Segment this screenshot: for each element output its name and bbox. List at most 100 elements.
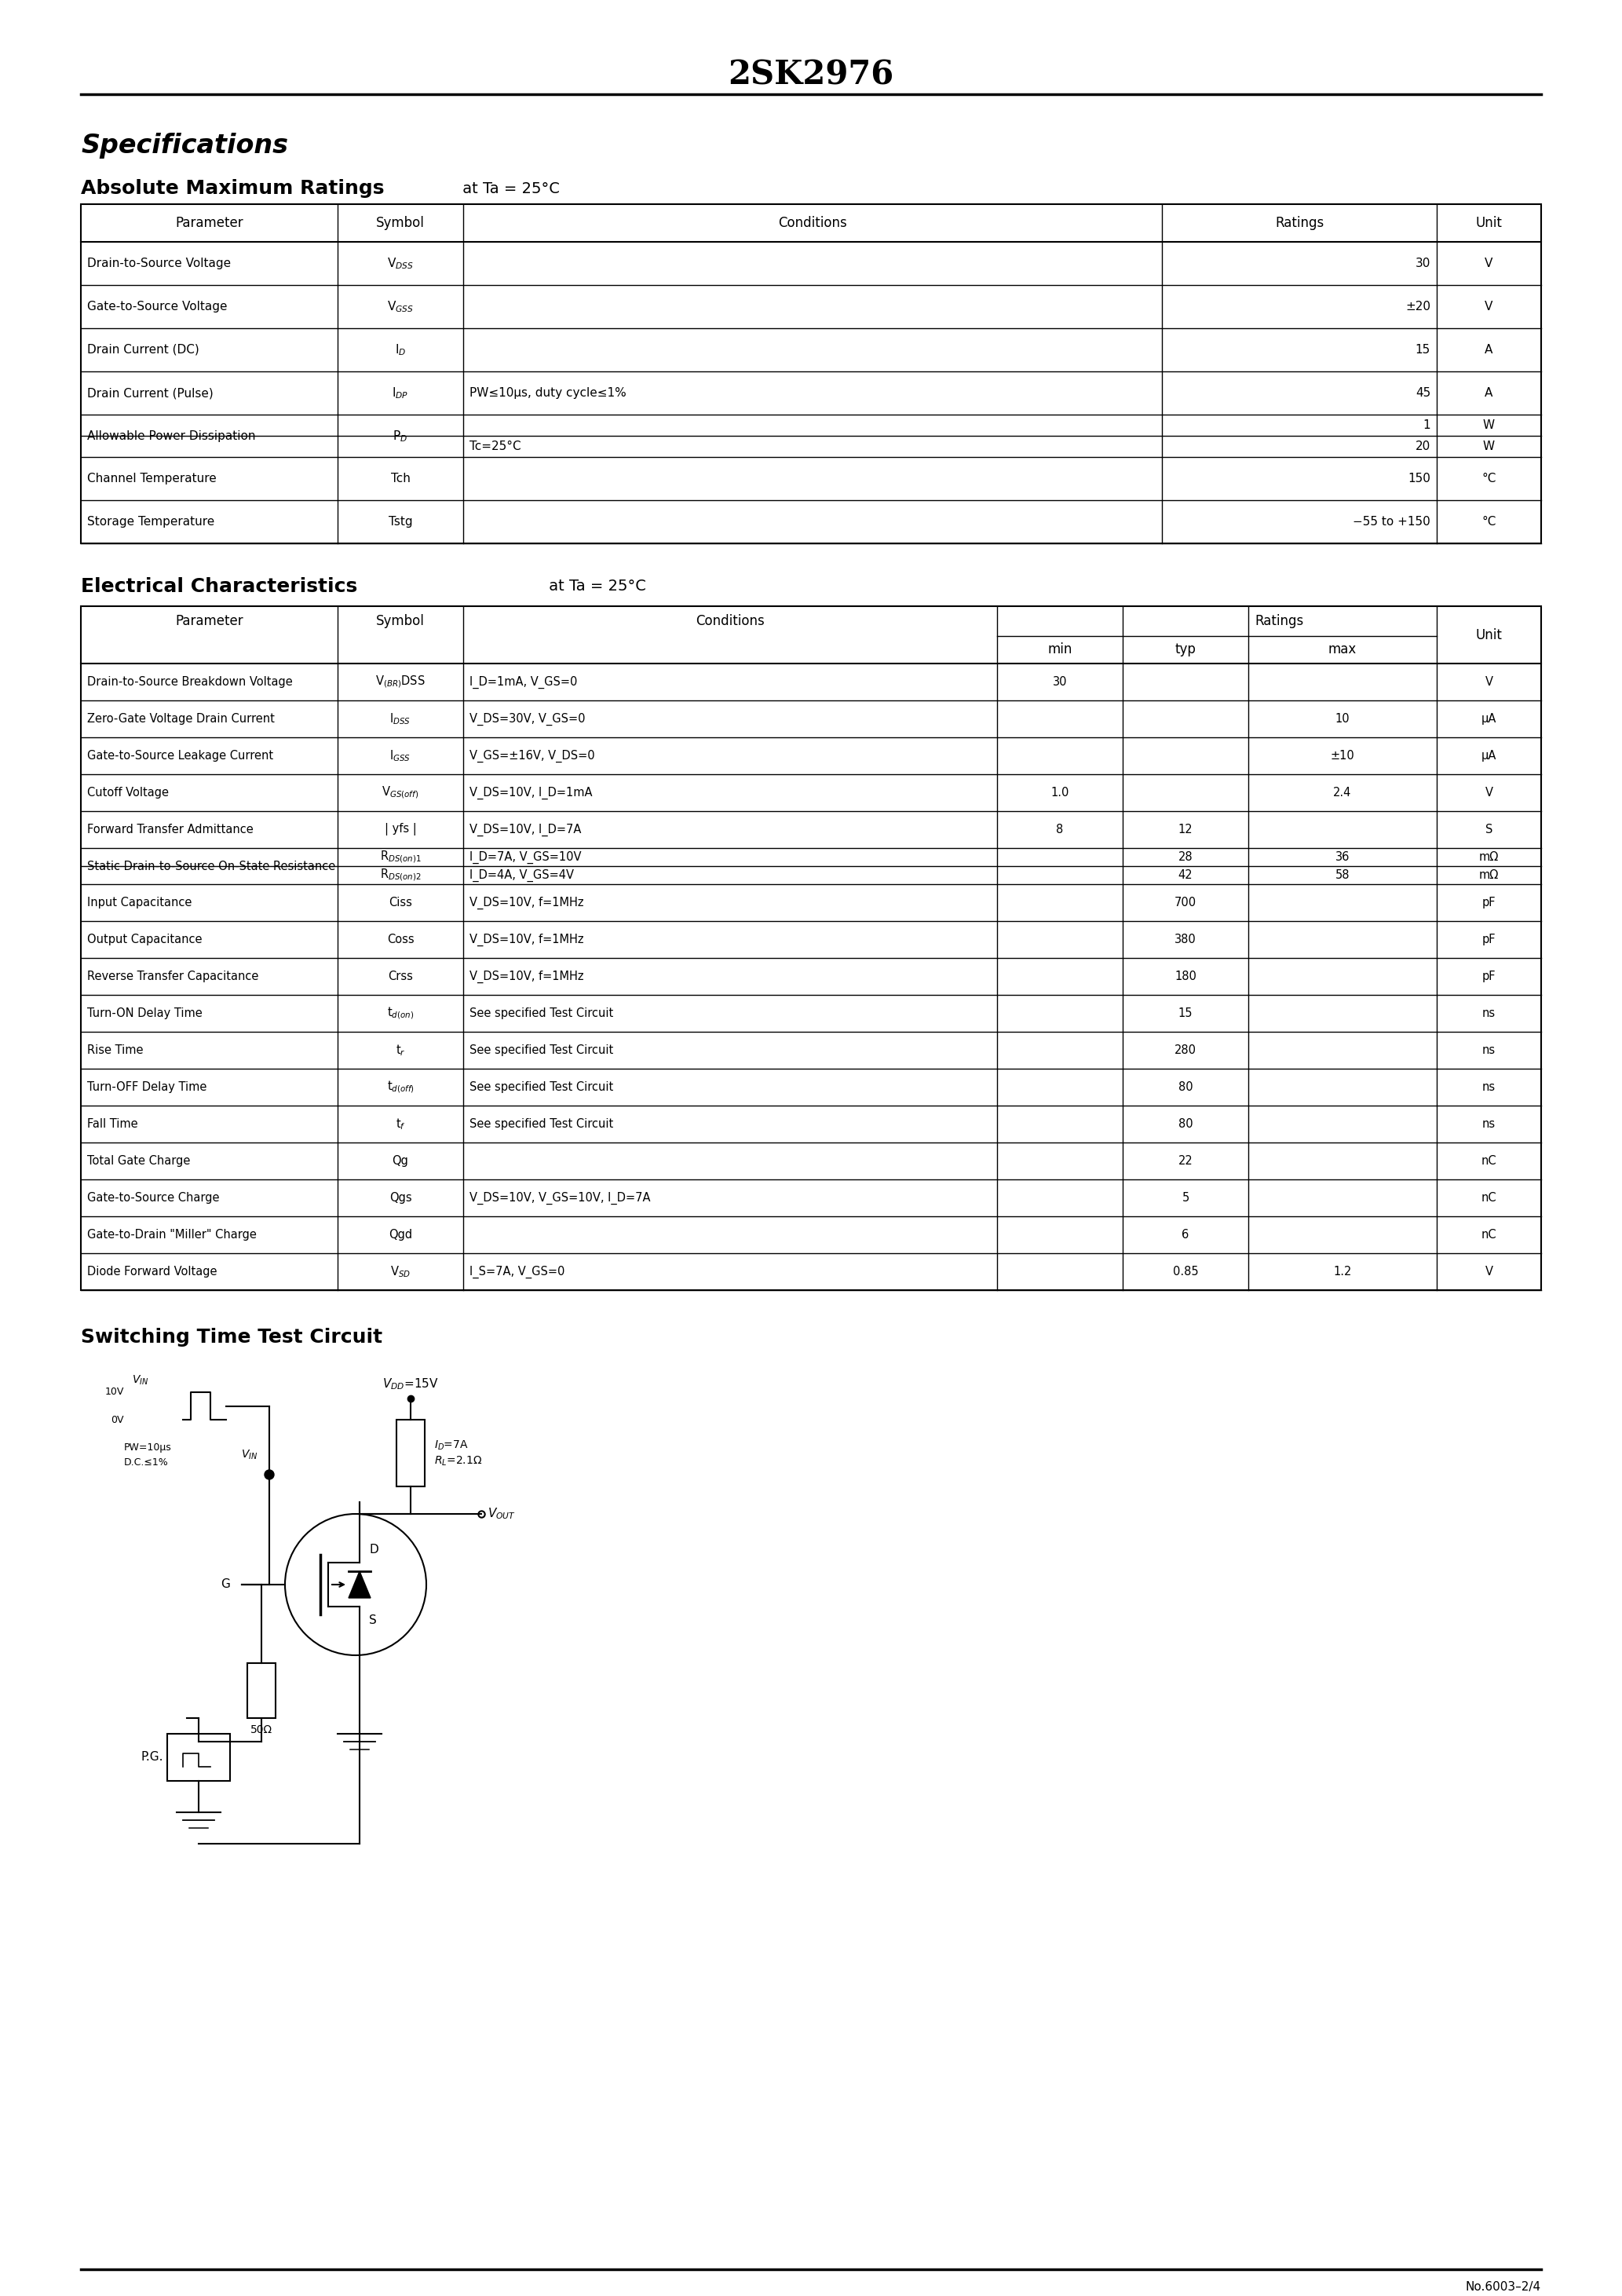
Text: I_S=7A, V_GS=0: I_S=7A, V_GS=0: [469, 1265, 564, 1279]
Text: °C: °C: [1483, 473, 1495, 484]
Text: I$_{D}$: I$_{D}$: [394, 342, 406, 358]
Text: V$_{SD}$: V$_{SD}$: [391, 1265, 410, 1279]
Text: S: S: [1486, 824, 1492, 836]
Text: 10: 10: [1335, 714, 1350, 726]
Text: Gate-to-Source Voltage: Gate-to-Source Voltage: [88, 301, 227, 312]
Text: Tch: Tch: [391, 473, 410, 484]
Text: V_DS=10V, f=1MHz: V_DS=10V, f=1MHz: [469, 971, 584, 983]
Text: mΩ: mΩ: [1479, 870, 1499, 882]
Text: Unit: Unit: [1476, 627, 1502, 643]
Text: Conditions: Conditions: [779, 216, 847, 230]
Text: at Ta = 25°C: at Ta = 25°C: [543, 579, 646, 595]
Text: $V_{OUT}$: $V_{OUT}$: [488, 1506, 516, 1522]
Text: Electrical Characteristics: Electrical Characteristics: [81, 576, 357, 597]
Text: Static Drain-to-Source On-State Resistance: Static Drain-to-Source On-State Resistan…: [88, 861, 336, 872]
Text: Ciss: Ciss: [389, 898, 412, 909]
Text: Channel Temperature: Channel Temperature: [88, 473, 216, 484]
Text: V: V: [1486, 1265, 1492, 1277]
Text: Qgd: Qgd: [389, 1228, 412, 1240]
Text: 180: 180: [1174, 971, 1197, 983]
Text: V_DS=10V, V_GS=10V, I_D=7A: V_DS=10V, V_GS=10V, I_D=7A: [469, 1192, 650, 1203]
Text: V_GS=±16V, V_DS=0: V_GS=±16V, V_DS=0: [469, 748, 595, 762]
Text: See specified Test Circuit: See specified Test Circuit: [469, 1045, 613, 1056]
Circle shape: [264, 1469, 274, 1479]
Bar: [167, 1733, 230, 1782]
Text: Input Capacitance: Input Capacitance: [88, 898, 191, 909]
Text: Absolute Maximum Ratings: Absolute Maximum Ratings: [81, 179, 384, 197]
Text: 58: 58: [1335, 870, 1350, 882]
Text: V$_{(BR)}$DSS: V$_{(BR)}$DSS: [375, 675, 425, 689]
Text: Qgs: Qgs: [389, 1192, 412, 1203]
Text: t$_{f}$: t$_{f}$: [396, 1116, 406, 1132]
Text: Total Gate Charge: Total Gate Charge: [88, 1155, 190, 1166]
Text: P$_{D}$: P$_{D}$: [393, 429, 407, 443]
Text: pF: pF: [1483, 971, 1495, 983]
Text: V$_{GSS}$: V$_{GSS}$: [388, 298, 414, 315]
Text: Parameter: Parameter: [175, 216, 243, 230]
Text: nC: nC: [1481, 1192, 1497, 1203]
Text: 5: 5: [1182, 1192, 1189, 1203]
Text: t$_{r}$: t$_{r}$: [396, 1042, 406, 1058]
Text: Conditions: Conditions: [696, 613, 764, 629]
Text: V$_{GS(off)}$: V$_{GS(off)}$: [381, 785, 418, 801]
Text: 15: 15: [1178, 1008, 1192, 1019]
Text: typ: typ: [1174, 643, 1195, 657]
Text: 280: 280: [1174, 1045, 1197, 1056]
Text: 8: 8: [1056, 824, 1064, 836]
Text: Cutoff Voltage: Cutoff Voltage: [88, 788, 169, 799]
Text: 2.4: 2.4: [1333, 788, 1351, 799]
Text: Switching Time Test Circuit: Switching Time Test Circuit: [81, 1327, 383, 1348]
Text: D.C.≤1%: D.C.≤1%: [123, 1458, 169, 1467]
Text: Forward Transfer Admittance: Forward Transfer Admittance: [88, 824, 253, 836]
Text: Crss: Crss: [388, 971, 414, 983]
Text: I_D=7A, V_GS=10V: I_D=7A, V_GS=10V: [469, 852, 581, 863]
Text: mΩ: mΩ: [1479, 852, 1499, 863]
Text: 42: 42: [1178, 870, 1192, 882]
Text: 30: 30: [1053, 675, 1067, 689]
Text: ns: ns: [1483, 1045, 1495, 1056]
Text: 45: 45: [1416, 388, 1431, 400]
Text: nC: nC: [1481, 1228, 1497, 1240]
Text: 50Ω: 50Ω: [250, 1724, 272, 1736]
Text: max: max: [1328, 643, 1356, 657]
Text: Gate-to-Drain "Miller" Charge: Gate-to-Drain "Miller" Charge: [88, 1228, 256, 1240]
Text: $V_{IN}$: $V_{IN}$: [131, 1373, 149, 1387]
Text: −55 to +150: −55 to +150: [1353, 517, 1431, 528]
Text: at Ta = 25°C: at Ta = 25°C: [457, 181, 560, 195]
Text: 28: 28: [1178, 852, 1192, 863]
Text: min: min: [1048, 643, 1072, 657]
Text: Symbol: Symbol: [376, 613, 425, 629]
Text: 22: 22: [1178, 1155, 1192, 1166]
Text: A: A: [1484, 344, 1492, 356]
Text: ns: ns: [1483, 1081, 1495, 1093]
Text: Symbol: Symbol: [376, 216, 425, 230]
Text: I$_{DSS}$: I$_{DSS}$: [389, 712, 410, 726]
Text: D: D: [368, 1543, 378, 1554]
Text: 80: 80: [1178, 1118, 1192, 1130]
Text: R$_{DS(on)2}$: R$_{DS(on)2}$: [380, 868, 422, 884]
Text: 0.85: 0.85: [1173, 1265, 1199, 1277]
Text: 1.0: 1.0: [1051, 788, 1069, 799]
Text: Fall Time: Fall Time: [88, 1118, 138, 1130]
Text: 20: 20: [1416, 441, 1431, 452]
Polygon shape: [349, 1570, 370, 1598]
Text: t$_{d(off)}$: t$_{d(off)}$: [386, 1079, 414, 1095]
Text: G: G: [221, 1580, 230, 1591]
Text: $I_D$=7A: $I_D$=7A: [435, 1440, 469, 1451]
Text: nC: nC: [1481, 1155, 1497, 1166]
Text: 380: 380: [1174, 934, 1197, 946]
Text: A: A: [1484, 388, 1492, 400]
Text: °C: °C: [1483, 517, 1495, 528]
Text: Drain-to-Source Breakdown Voltage: Drain-to-Source Breakdown Voltage: [88, 675, 292, 689]
Text: Output Capacitance: Output Capacitance: [88, 934, 203, 946]
Text: R$_{DS(on)1}$: R$_{DS(on)1}$: [380, 850, 422, 866]
Text: 6: 6: [1182, 1228, 1189, 1240]
Text: V: V: [1484, 257, 1492, 269]
Text: Reverse Transfer Capacitance: Reverse Transfer Capacitance: [88, 971, 258, 983]
Text: Diode Forward Voltage: Diode Forward Voltage: [88, 1265, 217, 1277]
Text: See specified Test Circuit: See specified Test Circuit: [469, 1118, 613, 1130]
Text: Turn-ON Delay Time: Turn-ON Delay Time: [88, 1008, 203, 1019]
Text: 36: 36: [1335, 852, 1350, 863]
Text: V_DS=10V, f=1MHz: V_DS=10V, f=1MHz: [469, 932, 584, 946]
Text: Qg: Qg: [393, 1155, 409, 1166]
